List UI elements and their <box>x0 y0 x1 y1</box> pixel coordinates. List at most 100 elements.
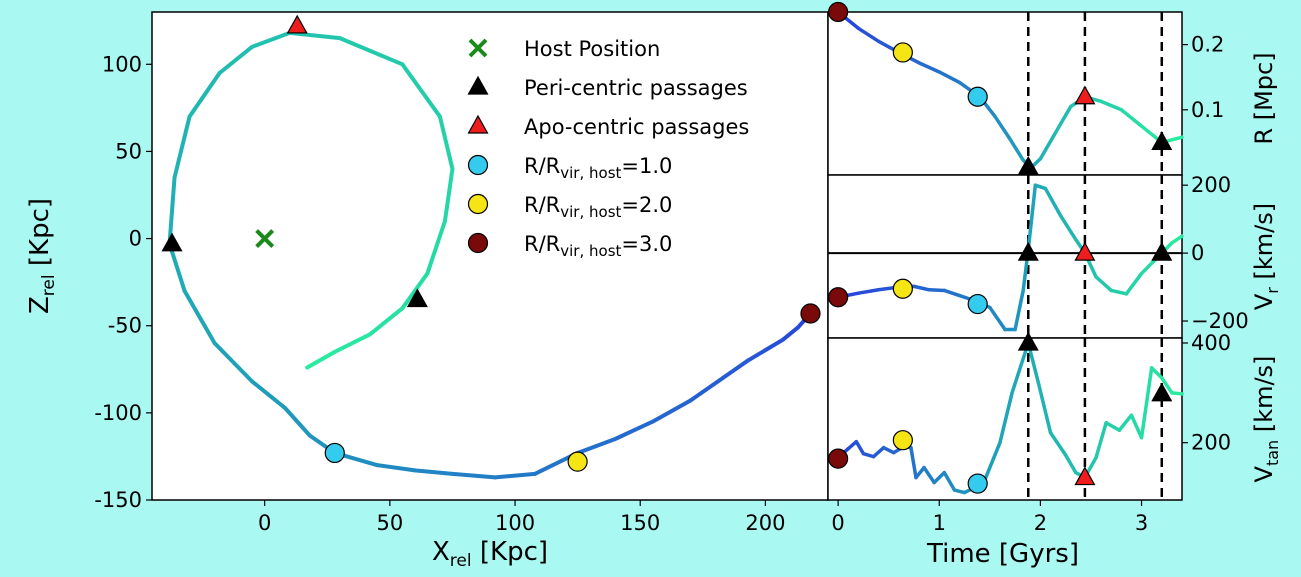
peri-marker <box>1151 131 1173 150</box>
r3-marker <box>828 287 849 308</box>
series-segment <box>914 465 926 480</box>
series-segment <box>1036 381 1053 435</box>
series-segment <box>1033 183 1048 191</box>
series-segment <box>881 445 896 455</box>
series-segment <box>1008 137 1024 161</box>
peri-marker <box>1017 331 1039 351</box>
series-segment <box>1058 214 1078 242</box>
plot-area <box>151 11 829 501</box>
orbit-segment <box>575 437 618 455</box>
legend-apo-marker <box>467 114 489 134</box>
host-position-marker <box>255 229 275 248</box>
series-segment <box>1109 288 1129 296</box>
orbit-segment <box>745 348 768 363</box>
r2-marker <box>892 430 913 451</box>
series-segment <box>856 26 881 44</box>
legend-peri-marker <box>467 75 489 95</box>
series-segment <box>1149 366 1164 380</box>
legend-label: R/Rvir, host=2.0 <box>524 193 672 221</box>
orbit-segment <box>182 288 217 346</box>
y-tick-label: 200 <box>1191 173 1231 197</box>
r1-marker <box>967 473 988 494</box>
peri-marker <box>1151 382 1173 402</box>
legend-label: Host Position <box>524 37 660 61</box>
host-cross-stroke <box>255 229 275 248</box>
r2-marker <box>567 451 588 472</box>
y-tick-label: -50 <box>108 314 142 338</box>
series-segment <box>856 288 881 295</box>
x-tick-label: 0 <box>831 511 844 535</box>
legend-label: Apo-centric passages <box>524 115 749 139</box>
orbit-segment <box>493 471 538 480</box>
series-segment <box>1038 130 1058 161</box>
host-cross-stroke <box>468 38 488 58</box>
legend-r3-marker <box>467 232 489 254</box>
y-tick-label: -100 <box>94 401 142 425</box>
x-tick-label: 3 <box>1135 511 1148 535</box>
series-segment <box>1043 186 1063 218</box>
peri-marker <box>1017 241 1039 261</box>
orbit-segment <box>763 337 785 353</box>
y-tick-label: 0.1 <box>1191 98 1224 122</box>
panel-y-axis-label: R [Mpc] <box>1250 52 1278 144</box>
orbit-segment <box>287 30 342 41</box>
y-tick-label: 200 <box>1191 431 1231 455</box>
panel-3: 200 400 Vtan [km/s] <box>827 331 1282 501</box>
r1-marker <box>967 293 988 315</box>
orbit-segment <box>250 30 292 49</box>
orbit-segment <box>167 175 177 246</box>
orbit-segment <box>450 471 498 480</box>
series-segment <box>988 305 1007 332</box>
series-segment <box>1160 376 1174 395</box>
series-segment <box>871 445 886 459</box>
orbit-segment <box>172 114 192 180</box>
series-segment <box>932 470 947 485</box>
panel-y-axis-label: Vtan [km/s] <box>1250 356 1282 483</box>
orbit-segment <box>412 468 455 476</box>
x-axis-label: Time [Gyrs] <box>926 539 1079 569</box>
series-segment <box>1139 366 1154 440</box>
series-segment <box>854 439 866 456</box>
orbit-segment <box>720 358 750 380</box>
orbit-segment <box>425 219 447 276</box>
series-segment <box>942 288 962 298</box>
r3-marker <box>828 1 849 23</box>
x-tick-label: 50 <box>376 511 403 535</box>
y-axis-label: Zrel [Kpc] <box>25 198 59 314</box>
series-segment <box>1129 413 1144 440</box>
legend-r2-marker <box>467 193 489 215</box>
panel-area <box>827 11 1183 176</box>
series-segment <box>1124 271 1144 296</box>
orbit-segment <box>187 71 222 119</box>
series-segment <box>1170 391 1184 396</box>
r3-marker <box>828 448 849 469</box>
orbit-segment <box>400 62 442 119</box>
orbit-segment <box>613 419 655 441</box>
series-segment <box>1063 453 1078 475</box>
series-segment <box>1139 261 1154 276</box>
series-segment <box>927 288 947 293</box>
panel-y-axis-label: Vr [km/s] <box>1250 203 1282 310</box>
series-segment <box>846 439 859 451</box>
r3-marker <box>800 303 821 324</box>
orbit-segment <box>217 44 255 75</box>
apo-marker <box>1074 466 1096 486</box>
series-segment <box>1170 234 1184 245</box>
apo-marker <box>1074 241 1096 261</box>
y-tick-label: 0 <box>129 227 142 251</box>
r2-marker <box>892 278 913 299</box>
series-segment <box>1117 413 1134 432</box>
x-tick-label: 200 <box>745 511 785 535</box>
x-tick-label: 150 <box>620 511 660 535</box>
panel-area <box>827 174 1183 339</box>
r2-marker <box>892 42 913 63</box>
r1-marker <box>967 86 988 107</box>
panel-1: 0.1 0.2 R [Mpc] <box>827 1 1278 176</box>
series-segment <box>922 465 936 485</box>
x-tick-label: 1 <box>933 511 946 535</box>
x-axis-label: Xrel [Kpc] <box>432 537 548 571</box>
apo-marker <box>286 14 308 34</box>
y-tick-label: -150 <box>94 488 142 512</box>
